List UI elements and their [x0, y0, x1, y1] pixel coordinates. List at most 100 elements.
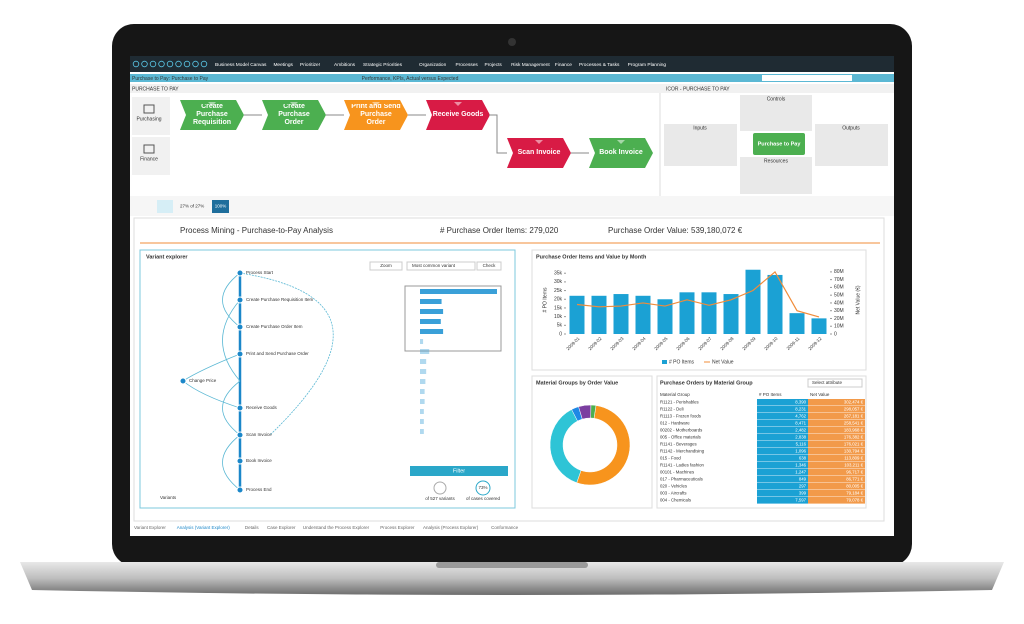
y-tick-label: 10k — [554, 314, 563, 320]
bar — [745, 269, 761, 334]
cell-bg — [808, 441, 865, 448]
coverage-note: of cases covered — [466, 496, 501, 501]
tab[interactable]: Analysis (Variant Explorer) — [177, 525, 230, 530]
table-cell: 638 — [799, 456, 807, 461]
step-label-box: Create Purchase Order — [278, 104, 310, 126]
variant-node[interactable] — [179, 377, 187, 385]
menu-icon[interactable] — [175, 60, 182, 68]
variant-explorer-title: Variant explorer — [146, 254, 188, 260]
process-step[interactable] — [180, 100, 244, 130]
process-step[interactable] — [262, 100, 326, 130]
variant-selection — [404, 285, 502, 352]
menu-item[interactable]: Program Planning — [628, 62, 667, 68]
tab[interactable]: Variant Explorer — [134, 525, 166, 530]
tab[interactable]: Details — [245, 525, 260, 530]
variant-bar — [420, 309, 444, 314]
toolbar-zoom: 100% — [215, 204, 227, 209]
variant-node[interactable] — [236, 457, 244, 465]
y2-tick-label: 0 — [834, 331, 837, 337]
variant-node[interactable] — [236, 486, 244, 494]
menu-item[interactable]: Processes & Tasks — [579, 62, 620, 68]
legend-label: Net Value — [712, 359, 734, 365]
variant-node[interactable] — [236, 350, 244, 358]
menu-item[interactable]: Projects — [485, 62, 503, 68]
tab[interactable]: Process Explorer — [380, 525, 415, 530]
icor-inputs-label: Inputs — [693, 125, 707, 131]
zoom-control[interactable] — [369, 261, 403, 271]
variant-bar — [420, 359, 427, 364]
variant-bar — [420, 369, 427, 374]
icor-outputs — [815, 124, 888, 166]
menu-item[interactable]: Ambitions — [334, 62, 356, 68]
menu-icon[interactable] — [141, 60, 148, 68]
table-cell: R1142 - Merchandising — [660, 449, 705, 454]
menu-item[interactable]: Finance — [555, 62, 572, 68]
step-label: Create Purchase Requisition — [192, 104, 232, 126]
variant-node[interactable] — [236, 404, 244, 412]
tab[interactable]: Understand the Process Explorer — [303, 525, 370, 530]
variant-bar — [420, 339, 424, 344]
table-cell: 176,021 € — [844, 442, 864, 447]
variant-bar — [420, 429, 424, 434]
menu-item[interactable]: Meetings — [273, 62, 293, 68]
process-step[interactable] — [507, 138, 571, 168]
check-control[interactable] — [476, 261, 502, 271]
toolbar-button[interactable] — [157, 200, 173, 213]
variant-node[interactable] — [236, 431, 244, 439]
menu-item[interactable]: Risk Management — [511, 62, 550, 68]
table-cell: R1113 - Frozen foods — [660, 414, 701, 419]
menu-item[interactable]: Processes — [455, 62, 478, 68]
table-cell: 1,096 — [795, 449, 806, 454]
filter-button[interactable] — [410, 466, 508, 476]
process-step[interactable] — [426, 100, 490, 130]
bar — [679, 292, 695, 334]
step-label: Scan Invoice — [517, 149, 561, 156]
icor-process-label: Purchase to Pay — [758, 141, 802, 147]
panel-header — [130, 84, 894, 93]
cell-bg — [808, 399, 865, 406]
menu-item[interactable]: Strategic Priorities — [363, 62, 403, 68]
table-cell: R1141 - Beverages — [660, 442, 697, 447]
cell-bg — [757, 462, 808, 469]
line — [576, 270, 820, 318]
tab[interactable]: Conformance — [491, 525, 519, 530]
menu-item[interactable]: Organization — [419, 62, 447, 68]
process-step[interactable] — [344, 100, 408, 130]
cell-bg — [757, 434, 808, 441]
menu-icon[interactable] — [149, 60, 157, 68]
mode-dropdown[interactable] — [406, 261, 476, 271]
tab[interactable]: Case Explorer — [267, 525, 296, 530]
table-cell: 399 — [799, 491, 807, 496]
menu-icon[interactable] — [183, 60, 191, 68]
menu-icon[interactable] — [200, 60, 208, 68]
step-label-box: Receive Goods — [433, 111, 484, 118]
zoom-button[interactable] — [212, 200, 229, 213]
step-marker — [617, 140, 625, 144]
menu-icon[interactable] — [158, 60, 165, 68]
menu-item[interactable]: Business Model Canvas — [215, 62, 267, 68]
process-step[interactable] — [589, 138, 653, 168]
chart-title: Purchase Order Items and Value by Month — [536, 254, 647, 260]
table-cell: 4,762 — [795, 414, 806, 419]
menu-icon[interactable] — [132, 60, 140, 68]
cell-bg — [808, 434, 865, 441]
y-tick-label: 35k — [554, 271, 563, 277]
step-marker — [372, 102, 380, 106]
variant-node-label: Process End — [246, 487, 272, 492]
variant-node[interactable] — [236, 296, 244, 304]
table-cell: R1122 - Deli — [660, 407, 684, 412]
table-cell: 183,968 € — [844, 428, 864, 433]
icor-process[interactable] — [753, 133, 805, 155]
variant-node[interactable] — [236, 269, 244, 277]
table-cell: 130,794 € — [844, 449, 864, 454]
y-tick-label: 20k — [554, 297, 563, 303]
attribute-select[interactable] — [807, 378, 863, 388]
variant-node[interactable] — [236, 323, 244, 331]
search-box[interactable] — [762, 75, 852, 81]
tab[interactable]: Analysis (Process Explorer) — [423, 525, 479, 530]
menu-icon[interactable] — [166, 60, 174, 68]
menu-icon[interactable] — [192, 60, 199, 68]
menu-item[interactable]: Prioritize! — [300, 62, 320, 68]
lane-icon — [143, 144, 155, 154]
legend-swatch — [662, 360, 667, 364]
